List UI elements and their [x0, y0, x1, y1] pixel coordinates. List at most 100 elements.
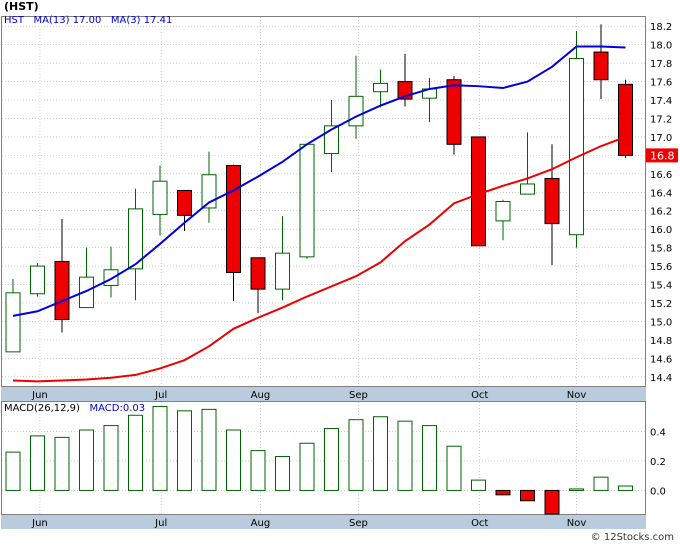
candle-up — [79, 276, 94, 309]
candle-up — [348, 95, 364, 127]
candle-down — [471, 136, 486, 247]
ma3-line — [12, 135, 626, 383]
macd-bar-positive — [373, 416, 388, 491]
macd-bar-positive — [397, 420, 413, 491]
price-tick-label: 15.2 — [650, 299, 672, 310]
macd-tick-label: 0.4 — [650, 427, 666, 438]
macd-bar-negative — [544, 489, 560, 515]
candles — [5, 24, 633, 353]
legend-ma13-label: MA(13) — [33, 15, 70, 26]
macd-bar-positive — [569, 488, 584, 491]
x-tick-label-macd: Aug — [251, 518, 271, 529]
price-panel-frame — [1, 16, 646, 387]
macd-bar-positive — [201, 408, 217, 491]
last-price-tag-bg — [646, 148, 678, 163]
macd-bar-positive — [618, 485, 633, 491]
last-price-tag-text: 16.8 — [650, 149, 675, 162]
candle-up — [152, 180, 168, 215]
candle-up — [103, 269, 119, 286]
chart-title: (HST) — [4, 0, 39, 13]
macd-value-label: MACD:0.03 — [89, 403, 146, 414]
macd-bar-negative — [520, 489, 535, 502]
macd-bar-positive — [299, 442, 315, 491]
macd-bar-positive — [177, 410, 192, 491]
macd-label: MACD(26,12,9) — [4, 403, 80, 414]
macd-bar-positive — [152, 405, 168, 491]
candle-up — [30, 265, 45, 295]
candle-down — [54, 260, 70, 321]
price-xaxis-band — [1, 387, 646, 401]
last-price-tag: 16.8 — [646, 148, 678, 163]
macd-bars — [5, 405, 633, 515]
macd-bar-positive — [30, 435, 45, 491]
macd-bar-positive — [226, 429, 241, 491]
x-tick-label: Aug — [251, 390, 271, 401]
macd-bar-negative — [495, 489, 511, 496]
macd-bar-positive — [446, 445, 462, 491]
macd-legend: MACD(26,12,9) MACD:0.03 — [4, 403, 145, 414]
macd-tick-label: 0.0 — [650, 486, 666, 497]
price-grid — [2, 17, 645, 514]
x-tick-label: Jun — [31, 390, 48, 401]
candle-down — [593, 51, 609, 81]
macd-bar-positive — [79, 429, 94, 491]
ma13-line — [12, 45, 626, 317]
candle-up — [373, 82, 388, 93]
candle-up — [128, 208, 143, 270]
moving-average-lines — [12, 45, 626, 383]
candle-down — [544, 177, 560, 225]
candle-up — [5, 292, 21, 353]
candle-up — [495, 201, 511, 222]
legend-ma3-value: 17.41 — [143, 15, 173, 26]
price-tick-label: 18.2 — [650, 22, 672, 33]
macd-xaxis-band — [1, 515, 646, 529]
x-tick-label-macd: Nov — [567, 518, 587, 529]
price-tick-label: 16.4 — [650, 188, 672, 199]
x-tick-label: Sep — [349, 390, 368, 401]
macd-bar-positive — [250, 450, 266, 491]
x-tick-label: Nov — [567, 390, 587, 401]
macd-grid — [2, 431, 645, 491]
price-tick-label: 18.0 — [650, 41, 672, 52]
price-tick-label: 15.0 — [650, 317, 672, 328]
candle-up — [299, 143, 315, 258]
legend-ma13-value: 17.00 — [72, 15, 102, 26]
candle-down — [226, 165, 241, 274]
macd-bar-positive — [471, 479, 486, 491]
candle-up — [569, 58, 584, 236]
price-tick-label: 17.0 — [650, 133, 672, 144]
macd-bar-positive — [348, 419, 364, 491]
price-tick-label: 17.2 — [650, 114, 672, 125]
price-tick-label: 14.8 — [650, 336, 672, 347]
price-tick-label: 14.6 — [650, 354, 672, 365]
legend-ma3-label: MA(3) — [110, 15, 141, 26]
x-tick-label-macd: Oct — [471, 518, 488, 529]
x-tick-label: Jul — [154, 390, 167, 401]
macd-bar-positive — [54, 436, 70, 491]
price-tick-label: 16.0 — [650, 225, 672, 236]
price-tick-label: 16.2 — [650, 207, 672, 218]
macd-bar-positive — [275, 456, 290, 491]
watermark: © 12Stocks.com — [590, 532, 674, 543]
price-tick-label: 17.8 — [650, 59, 672, 70]
price-tick-label: 14.4 — [650, 373, 672, 384]
candle-down — [177, 189, 192, 216]
macd-bar-positive — [5, 451, 21, 491]
x-tick-label-macd: Jun — [31, 518, 48, 529]
candle-down — [618, 83, 633, 156]
price-tick-label: 15.8 — [650, 244, 672, 255]
price-tick-label: 16.6 — [650, 170, 672, 181]
legend-symbol: HST — [4, 15, 24, 26]
macd-bar-positive — [103, 425, 119, 491]
x-tick-label-macd: Sep — [349, 518, 368, 529]
macd-tick-label: 0.2 — [650, 457, 666, 468]
candle-down — [446, 79, 462, 145]
price-tick-label: 15.6 — [650, 262, 672, 273]
x-tick-label-macd: Jul — [154, 518, 167, 529]
macd-bar-positive — [593, 476, 609, 491]
price-tick-label: 15.4 — [650, 281, 672, 292]
macd-bar-positive — [128, 414, 143, 491]
candle-up — [275, 252, 290, 290]
price-legend: HST MA(13) 17.00 MA(3) 17.41 — [4, 15, 172, 26]
